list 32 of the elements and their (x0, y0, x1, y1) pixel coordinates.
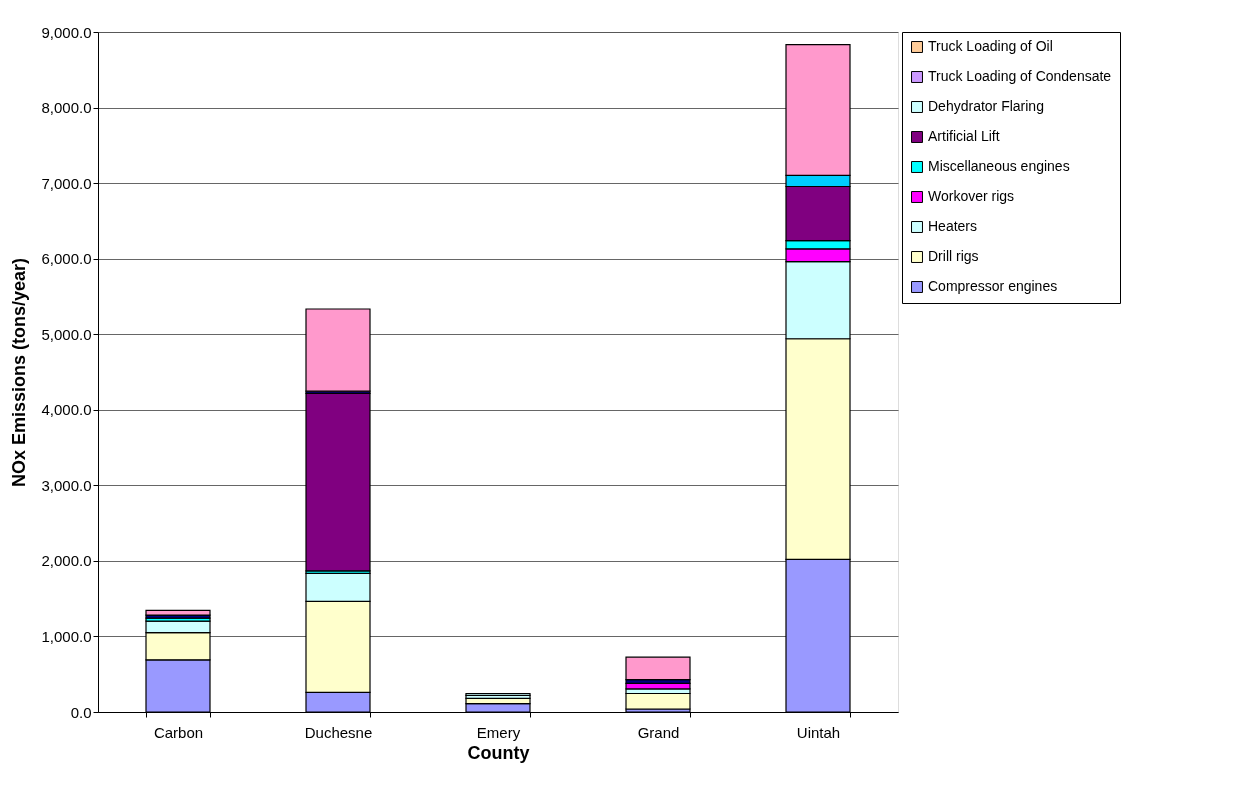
bar (305, 308, 371, 392)
bar (145, 609, 211, 616)
x-tick-label: Emery (476, 723, 521, 741)
y-tick-label: 8,000.0 (41, 99, 92, 117)
y-axis-title: NOx Emissions (tons/year) (9, 257, 30, 488)
y-tick-label: 5,000.0 (41, 325, 92, 343)
legend-label: Truck Loading of Oil (928, 38, 1053, 54)
y-tick-label: 0.0 (70, 703, 92, 721)
legend-label: Truck Loading of Condensate (928, 68, 1112, 84)
y-tick-label: 9,000.0 (41, 23, 92, 41)
x-tick-label: Duchesne (304, 723, 373, 741)
x-tick-label: Uintah (796, 723, 841, 741)
y-tick-label: 2,000.0 (41, 552, 92, 570)
bar (625, 682, 691, 690)
y-tick-label: 6,000.0 (41, 250, 92, 268)
legend-label: Artificial Lift (928, 128, 1000, 144)
y-tick-label: 7,000.0 (41, 174, 92, 192)
legend-label: Compressor engines (928, 278, 1058, 294)
legend-label: Miscellaneous engines (928, 158, 1070, 174)
y-tick-label: 4,000.0 (41, 401, 92, 419)
y-tick-label: 3,000.0 (41, 476, 92, 494)
x-axis-title: County (467, 742, 530, 763)
legend-label: Dehydrator Flaring (928, 98, 1044, 114)
x-tick-label: Grand (637, 723, 680, 741)
bar (625, 692, 691, 710)
legend-label: Drill rigs (928, 248, 979, 264)
x-tick-label: Carbon (153, 723, 204, 741)
y-tick-label: 1,000.0 (41, 627, 92, 645)
bar (305, 392, 371, 572)
bar (625, 656, 691, 681)
legend-label: Heaters (928, 218, 978, 234)
legend-label: Workover rigs (928, 188, 1015, 204)
